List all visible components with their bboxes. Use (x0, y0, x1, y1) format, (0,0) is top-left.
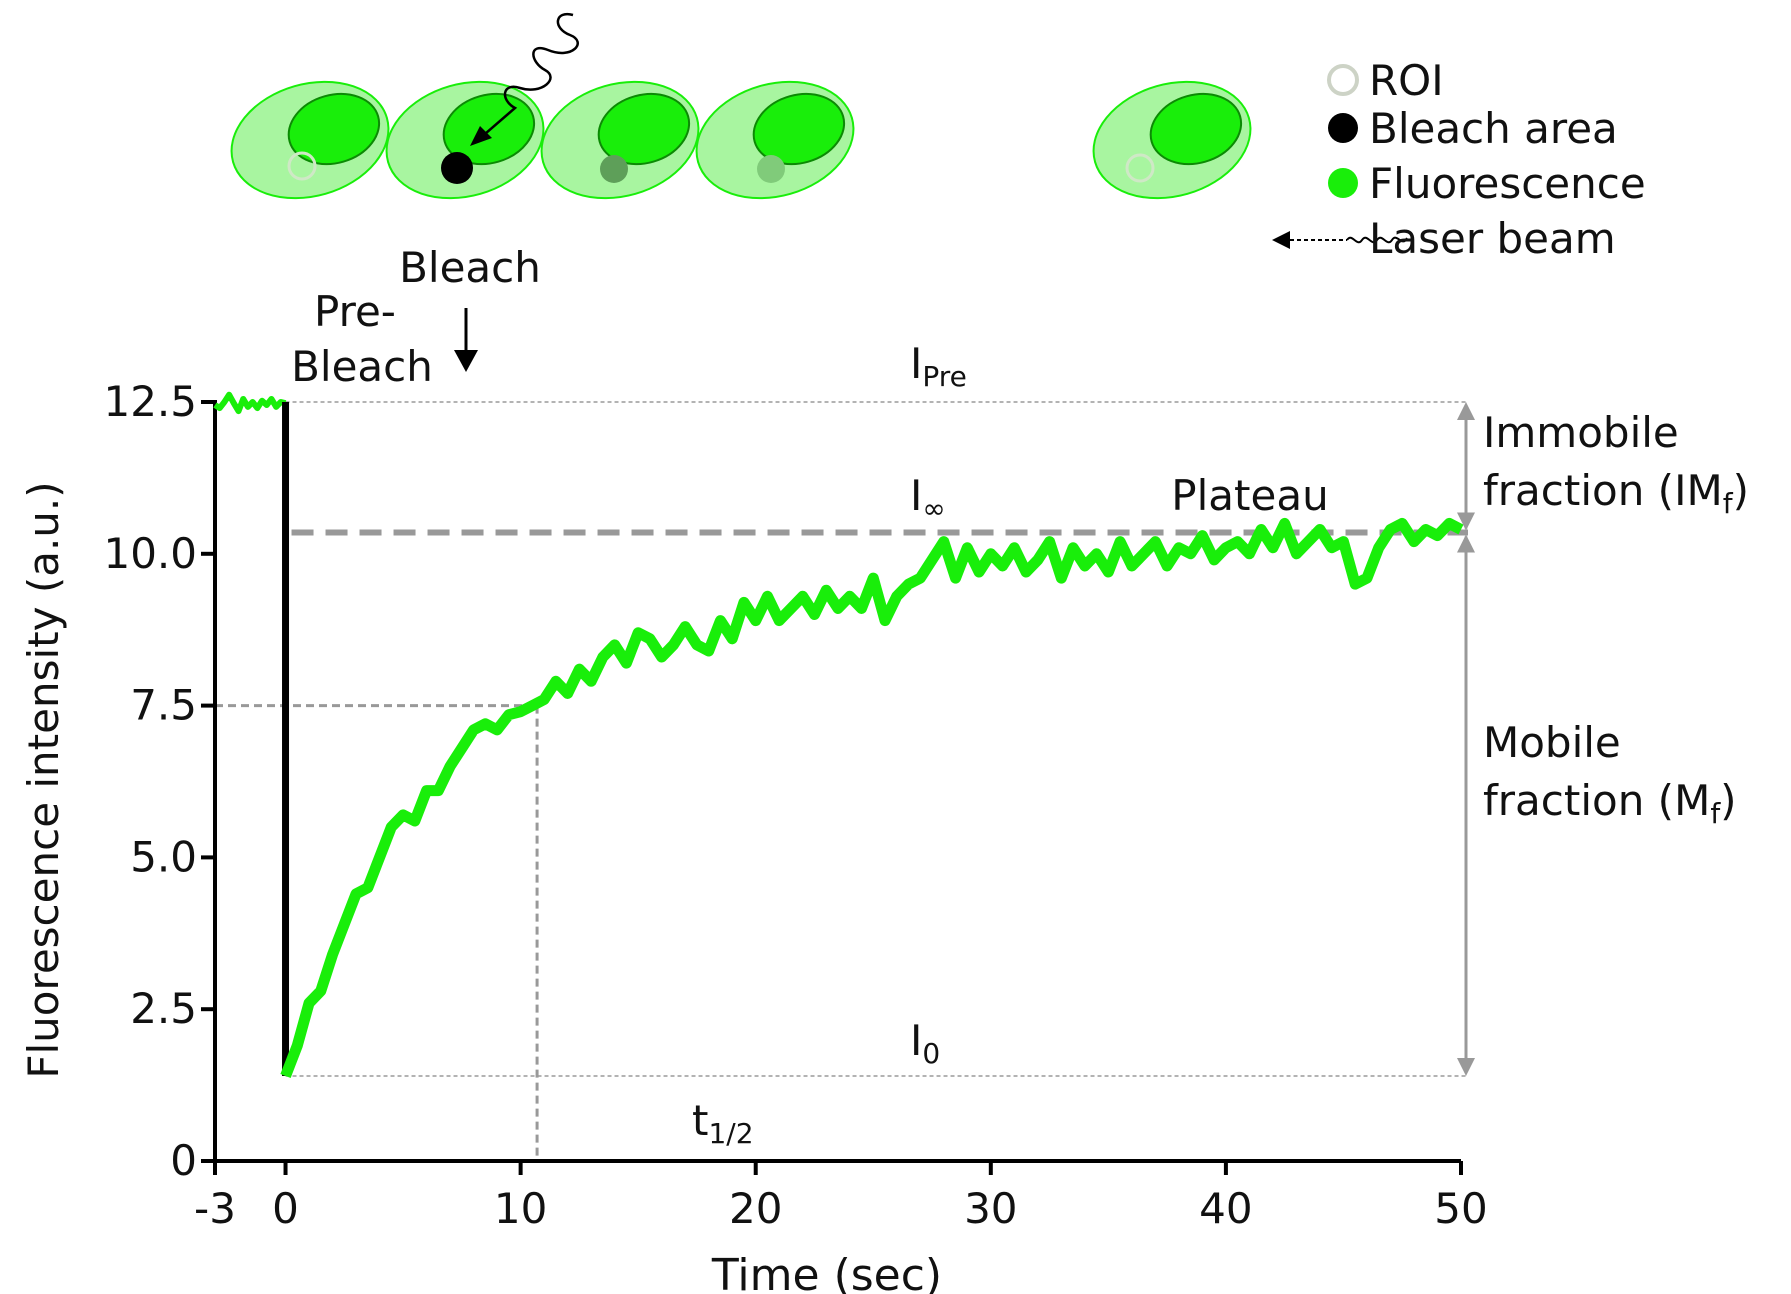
cell-4 (695, 80, 855, 200)
plateau-label: Plateau (1171, 471, 1328, 520)
cell-2 (385, 80, 545, 200)
mobile-fraction-label-line1: Mobile (1483, 718, 1621, 767)
y-tick-label: 12.5 (103, 377, 197, 426)
i-zero-label: I0 (910, 1016, 940, 1070)
y-axis-label: Fluorescence intensity (a.u.) (19, 481, 68, 1078)
legend-roi-label: ROI (1369, 56, 1444, 105)
immobile-fraction-label-line1: Immobile (1483, 408, 1679, 457)
mobile-arrow-top-head (1457, 534, 1475, 553)
bleach-pointer-arrowhead-icon (454, 350, 478, 372)
x-tick-label: 20 (729, 1184, 782, 1233)
roi-legend-icon (1327, 64, 1359, 96)
i-zero-subscript: 0 (922, 1037, 940, 1070)
x-tick-label: 40 (1199, 1184, 1252, 1233)
axes: -3 0 10 20 30 40 50 02.55.07.510.012.5 Time (s… (19, 377, 1488, 1294)
recovering-spot-cell-4 (757, 155, 785, 183)
recovering-spot-cell-3 (600, 155, 628, 183)
cell-1 (230, 80, 390, 200)
immobile-arrow-top-head (1457, 402, 1475, 420)
x-tick-label: 50 (1434, 1184, 1487, 1233)
cell-3 (540, 80, 700, 200)
x-axis-label: Time (sec) (711, 1250, 942, 1294)
roi-circle-cell-5 (1125, 153, 1155, 183)
immobile-subscript: f (1723, 487, 1734, 520)
x-tick-label: 10 (494, 1184, 547, 1233)
bleach-label: Bleach (399, 243, 541, 292)
roi-circle-cell-1 (287, 151, 317, 181)
cell-5 (1092, 80, 1252, 200)
i-inf-subscript: ∞ (922, 492, 945, 525)
annotations: Pre- Bleach Bleach IPre I∞ I0 Plateau t1… (291, 243, 1749, 1150)
t-half-label: t1/2 (692, 1096, 754, 1150)
mobile-subscript: f (1710, 797, 1721, 830)
bleach-spot-cell-2 (441, 152, 473, 184)
recovery-series-line (280, 517, 1464, 1078)
legend: ROI Bleach area Fluorescence Laser beam (1272, 56, 1646, 263)
bleach-area-legend-icon (1328, 113, 1358, 143)
x-tick-label: 0 (272, 1184, 299, 1233)
x-tick-label: -3 (194, 1184, 236, 1233)
x-ticks: -3 0 10 20 30 40 50 (194, 1161, 1488, 1233)
cell-schematics (230, 12, 1252, 200)
laser-beam-arrowhead-icon (470, 126, 492, 146)
y-tick-label: 10.0 (103, 529, 197, 578)
y-tick-label: 2.5 (130, 984, 197, 1033)
i-pre-subscript: Pre (922, 360, 967, 393)
guides (215, 401, 1468, 1161)
y-ticks: 0 2.5 5.0 7.5 10.0 12.5 (103, 377, 215, 1185)
mobile-fraction-label-line2: fraction (Mf) (1483, 776, 1737, 830)
fluorescence-legend-icon (1328, 168, 1358, 198)
y-tick-label: 7.5 (130, 681, 197, 730)
legend-laser-beam-label: Laser beam (1369, 214, 1616, 263)
legend-fluorescence-label: Fluorescence (1369, 159, 1646, 208)
immobile-arrow-bottom-head (1457, 512, 1475, 531)
pre-bleach-series-line (213, 391, 287, 415)
y-tick-label: 0 (170, 1136, 197, 1185)
legend-bleach-area-label: Bleach area (1369, 104, 1618, 153)
pre-bleach-label-line1: Pre- (314, 287, 396, 336)
laser-beam-legend-arrow-icon (1272, 231, 1290, 249)
pre-bleach-label-line2: Bleach (291, 342, 433, 391)
i-inf-label: I∞ (910, 471, 946, 525)
t-half-subscript: 1/2 (708, 1117, 753, 1150)
i-pre-label: IPre (910, 339, 967, 393)
laser-beam-legend-icon (1346, 236, 1408, 244)
data-series (213, 391, 1464, 1078)
fraction-arrows (1457, 402, 1475, 1076)
mobile-arrow-bottom-head (1457, 1057, 1475, 1076)
y-tick-label: 5.0 (130, 832, 197, 881)
laser-beam-icon (477, 12, 579, 141)
immobile-fraction-label-line2: fraction (IMf) (1483, 466, 1749, 520)
x-tick-label: 30 (964, 1184, 1017, 1233)
